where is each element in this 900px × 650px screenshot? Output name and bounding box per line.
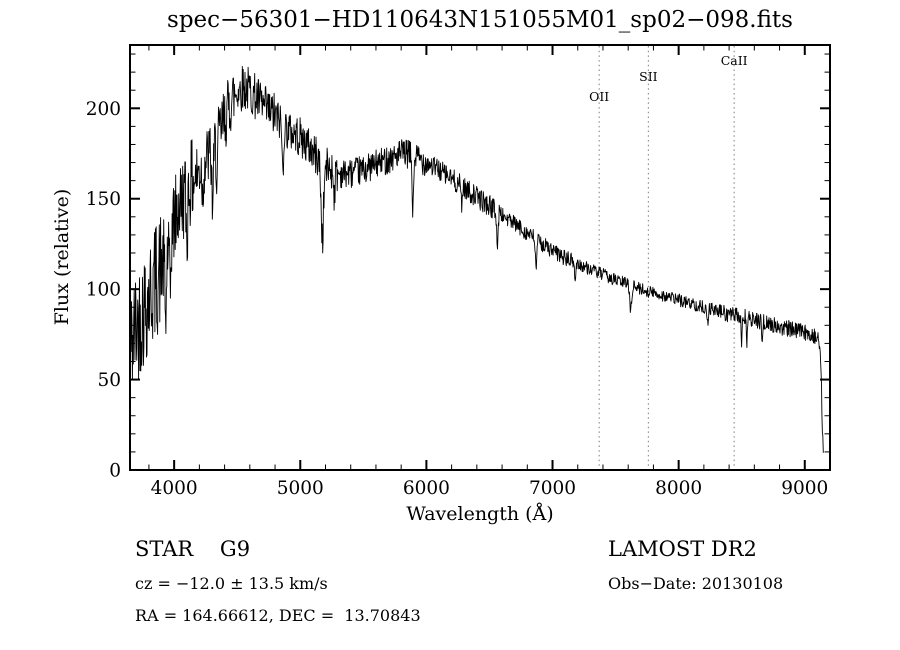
y-tick-label: 200 [86, 99, 121, 120]
x-tick-label: 5000 [277, 478, 324, 499]
annotation-survey: LAMOST DR2 [608, 537, 757, 561]
spectrum-line [130, 65, 824, 453]
plot-title: spec−56301−HD110643N151055M01_sp02−098.f… [167, 7, 793, 33]
annotation-ra-dec: RA = 164.66612, DEC = 13.70843 [135, 606, 421, 625]
plot-frame [129, 44, 831, 471]
y-axis-label: Flux (relative) [51, 188, 73, 326]
annotation-obs-date: Obs−Date: 20130108 [608, 574, 784, 593]
y-tick-label: 50 [97, 370, 121, 391]
marked-line-label-caii: CaII [721, 53, 748, 68]
x-tick-label: 4000 [151, 478, 198, 499]
x-tick-label: 9000 [781, 478, 828, 499]
x-axis-label: Wavelength (Å) [406, 503, 554, 525]
y-tick-label: 0 [109, 461, 121, 482]
marked-line-label-oii: OII [589, 89, 609, 104]
y-tick-label: 150 [86, 189, 121, 210]
y-tick-label: 100 [86, 280, 121, 301]
marked-line-label-sii: SII [639, 69, 658, 84]
annotation-cz: cz = −12.0 ± 13.5 km/s [135, 574, 328, 593]
x-tick-label: 6000 [403, 478, 450, 499]
annotation-object-class: STAR G9 [135, 537, 251, 561]
x-tick-label: 7000 [529, 478, 576, 499]
x-tick-label: 8000 [655, 478, 702, 499]
